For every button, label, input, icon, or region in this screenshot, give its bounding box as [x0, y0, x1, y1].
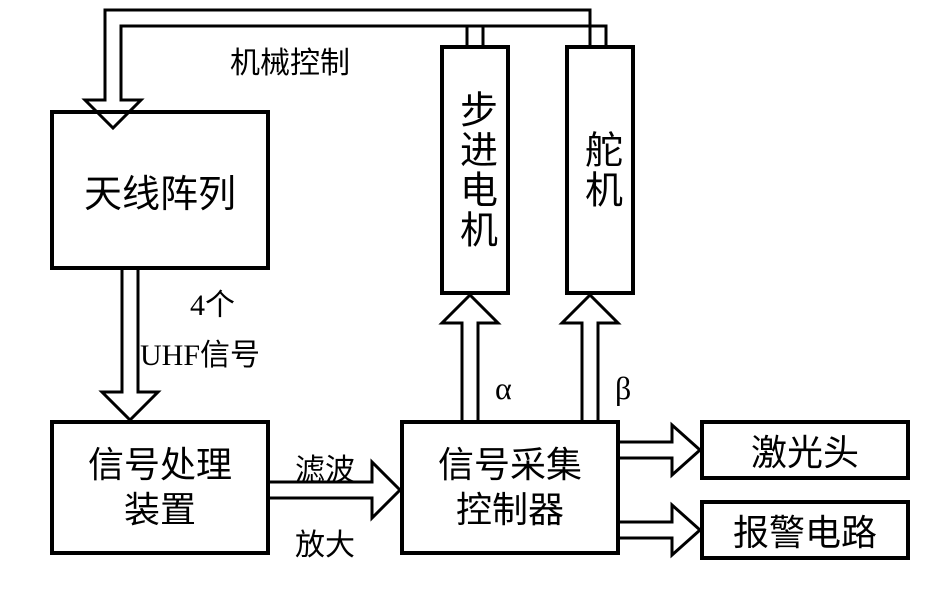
edge-antenna-to-processor	[102, 270, 158, 420]
edge-feedback-loop	[85, 10, 606, 128]
edge-controller-to-stepper	[442, 295, 498, 420]
edge-controller-to-servo	[562, 295, 618, 420]
edge-controller-to-laser	[620, 425, 700, 475]
edge-controller-to-alarm	[620, 505, 700, 555]
arrows-svg	[0, 0, 950, 601]
edge-processor-to-controller	[270, 462, 400, 518]
